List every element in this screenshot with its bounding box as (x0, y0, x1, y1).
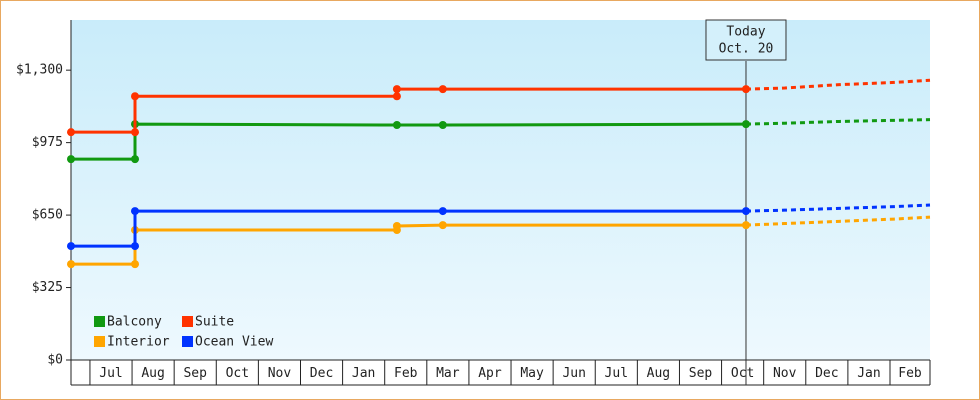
y-tick-label: $1,300 (16, 63, 63, 78)
data-point (392, 92, 401, 101)
forecast-line (745, 118, 931, 126)
x-tick-label: Sep (689, 366, 713, 381)
x-tick-label: Oct (731, 366, 754, 381)
data-point (392, 85, 401, 94)
forecast-line (745, 78, 931, 91)
x-tick-label: Oct (226, 366, 249, 381)
x-tick-label: Jul (99, 366, 122, 381)
y-tick-label: $325 (32, 280, 63, 295)
data-point (67, 242, 75, 251)
x-tick-label: Jun (562, 366, 585, 381)
data-point (392, 121, 401, 130)
data-point (392, 222, 401, 231)
x-tick-label: Dec (310, 366, 333, 381)
y-tick-label: $0 (47, 353, 63, 368)
x-tick-label: Apr (478, 366, 502, 381)
y-tick-label: $975 (32, 135, 63, 150)
x-tick-label: Nov (268, 366, 292, 381)
data-point (438, 207, 447, 216)
x-tick-label: Aug (647, 366, 670, 381)
x-tick-label: Mar (436, 366, 460, 381)
data-point (131, 242, 140, 251)
legend-label: Ocean View (195, 335, 273, 350)
legend-swatch (94, 316, 105, 327)
x-tick-label: Dec (815, 366, 838, 381)
legend-label: Balcony (107, 315, 162, 330)
legend-swatch (182, 336, 193, 347)
data-point (131, 207, 140, 216)
data-point (741, 85, 750, 94)
x-tick-label: Nov (773, 366, 797, 381)
legend-label: Suite (195, 315, 234, 330)
data-point (67, 260, 75, 269)
legend-swatch (182, 316, 193, 327)
today-box (705, 19, 787, 61)
data-point (438, 85, 447, 94)
legend-label: Interior (107, 335, 170, 350)
x-tick-label: Jul (605, 366, 628, 381)
data-point (741, 120, 750, 129)
data-point (438, 221, 447, 230)
legend-swatch (94, 336, 105, 347)
data-point (131, 92, 140, 101)
x-tick-label: Jan (352, 366, 375, 381)
x-tick-label: May (520, 366, 544, 381)
series-line (71, 122, 746, 161)
today-label: Oct. 20 (719, 42, 774, 57)
data-point (131, 155, 140, 164)
x-tick-label: Aug (141, 366, 164, 381)
data-point (67, 128, 75, 137)
data-point (131, 260, 140, 269)
plot-area (71, 20, 930, 360)
data-point (438, 121, 447, 130)
data-point (741, 221, 750, 230)
x-tick-label: Feb (394, 366, 418, 381)
data-point (67, 155, 75, 164)
today-label: Today (726, 25, 765, 40)
data-point (131, 128, 140, 137)
data-point (741, 207, 750, 216)
forecast-line (745, 215, 931, 227)
x-tick-label: Jan (857, 366, 880, 381)
y-tick-label: $650 (32, 208, 63, 223)
x-tick-label: Feb (898, 366, 922, 381)
forecast-line (745, 203, 931, 213)
x-tick-label: Sep (183, 366, 207, 381)
